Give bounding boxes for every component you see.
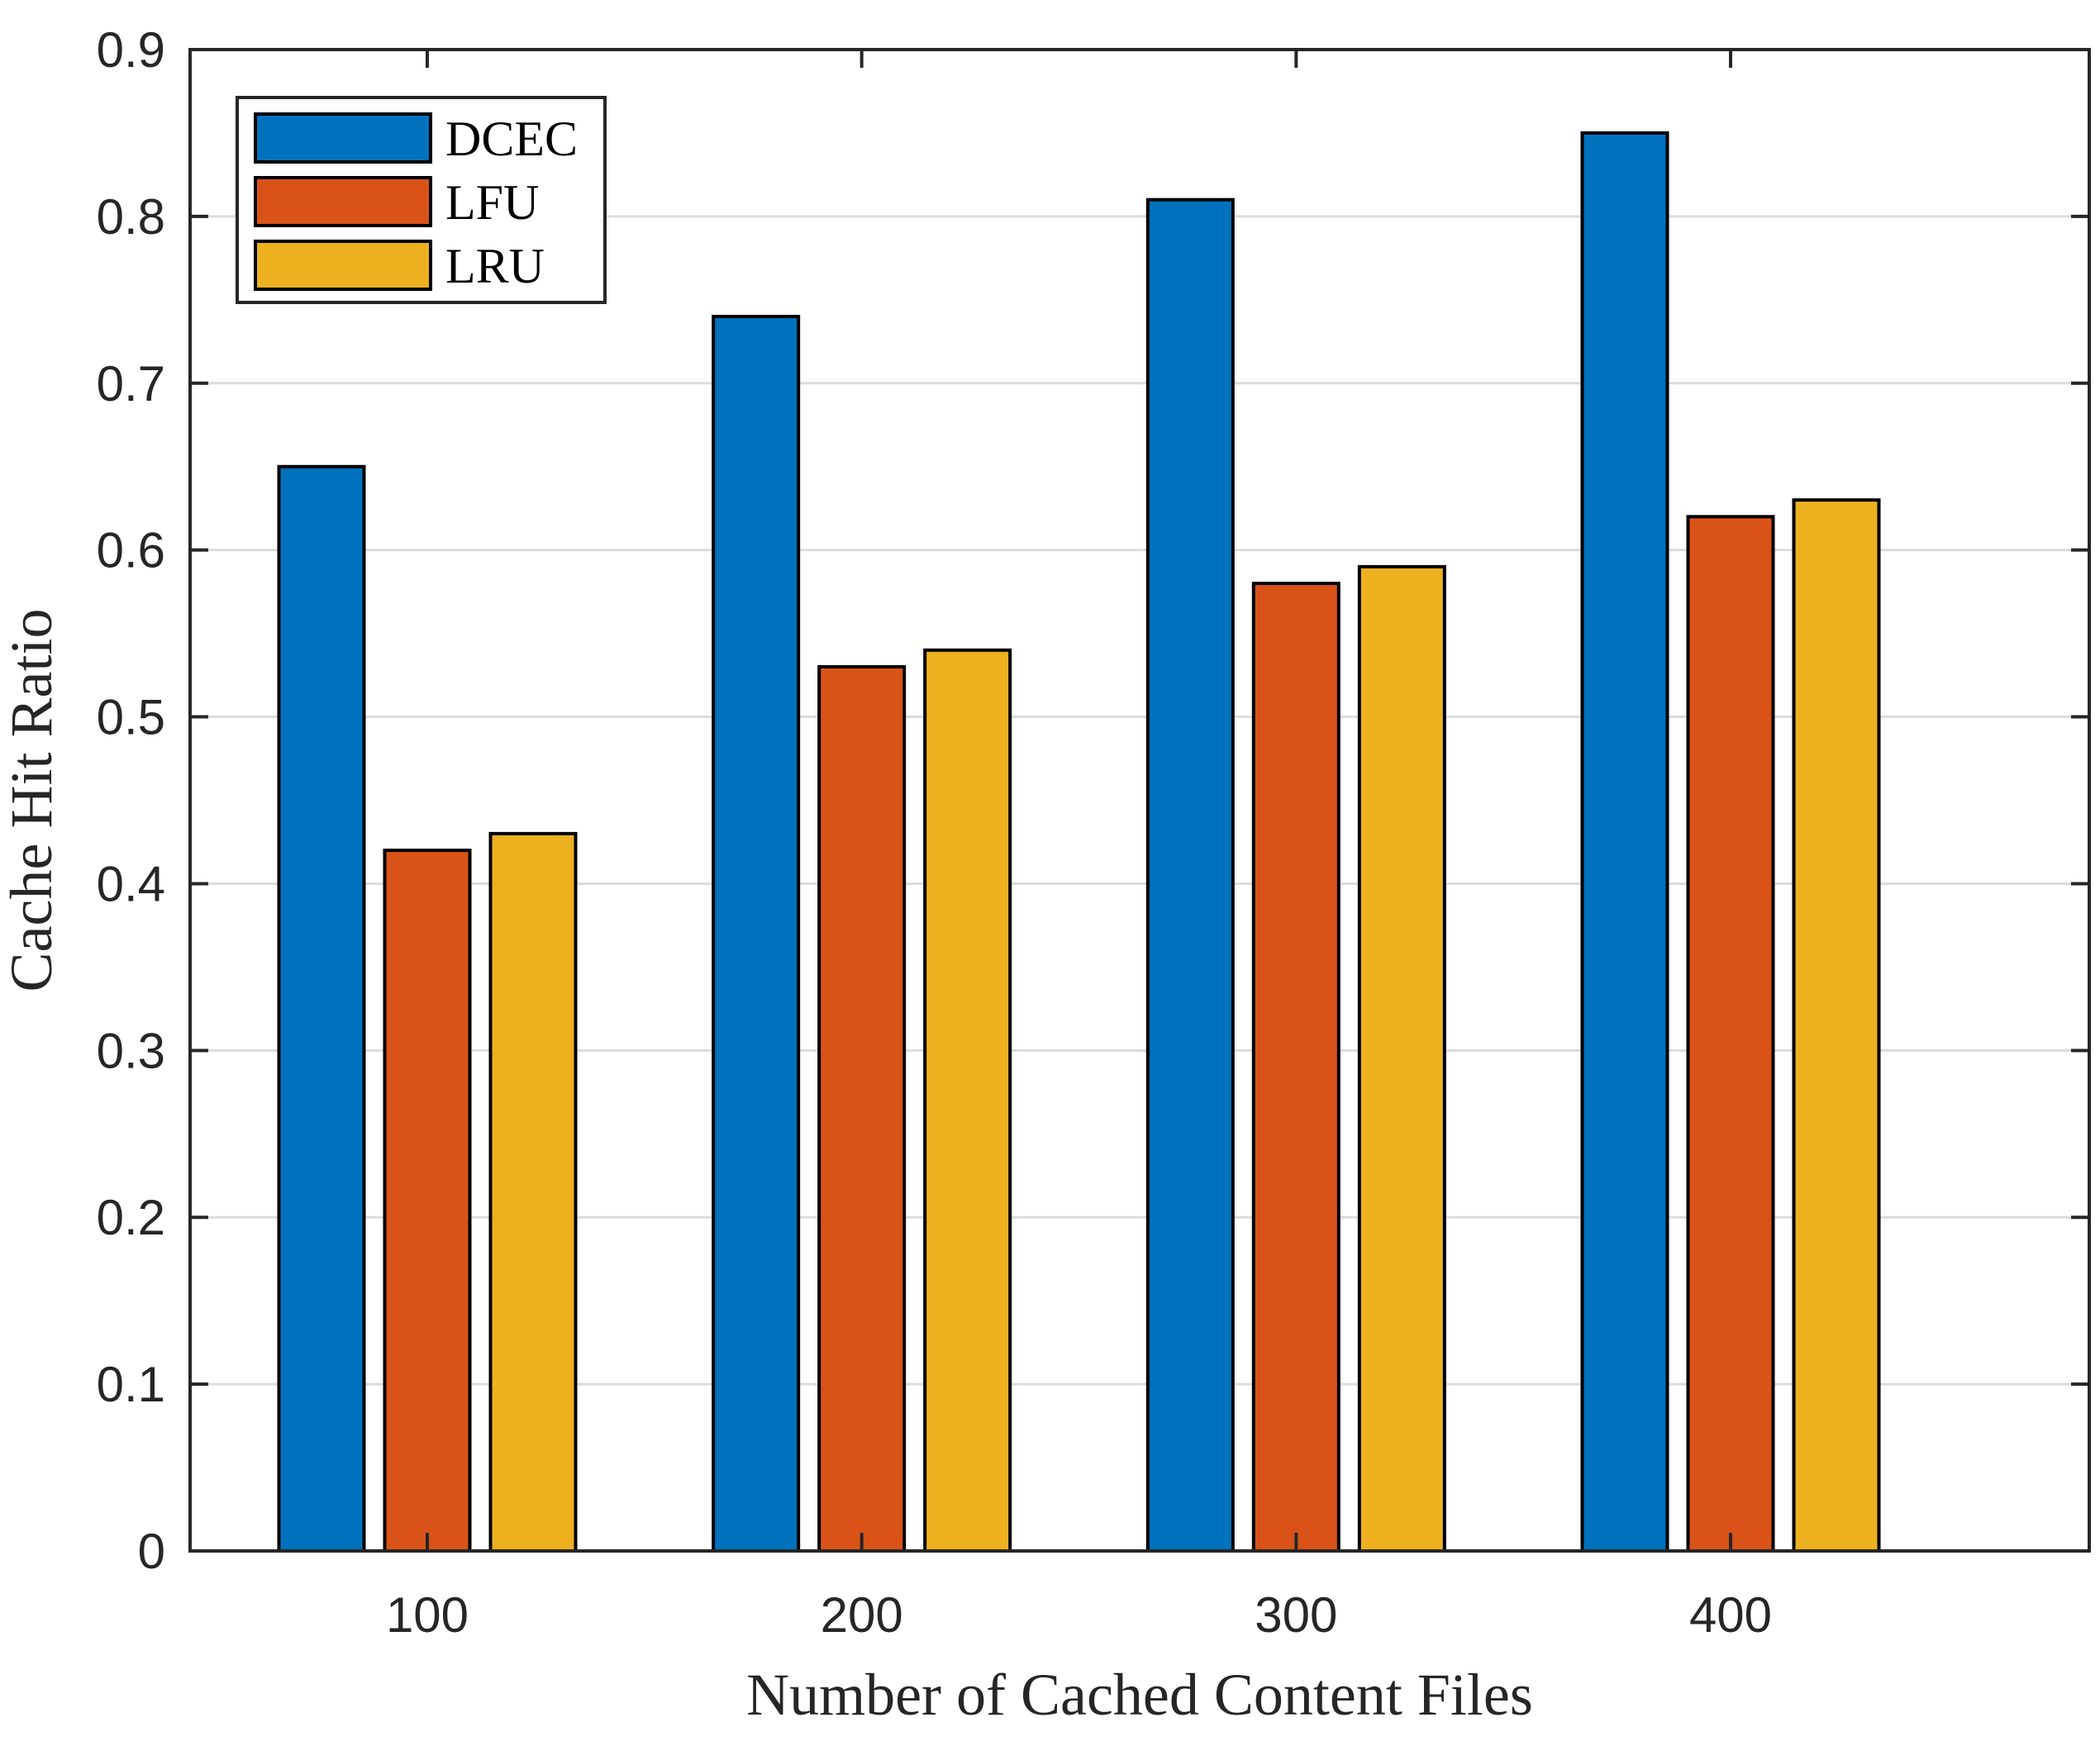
- y-tick-label-3: 0.3: [97, 1023, 165, 1078]
- x-tick-label-0: 100: [386, 1587, 469, 1643]
- x-tick-label-3: 400: [1689, 1587, 1772, 1643]
- legend-swatch-dcec: [254, 112, 432, 164]
- legend-label-lru: LRU: [445, 239, 545, 293]
- y-tick-label-8: 0.8: [97, 189, 165, 245]
- bar-dcec-300: [1145, 197, 1235, 1553]
- legend-swatch-lru: [254, 240, 432, 291]
- y-tick-label-1: 0.1: [97, 1357, 165, 1412]
- y-tick-label-5: 0.5: [97, 690, 165, 745]
- tick-labels: 0 0.1 0.2 0.3 0.4 0.5 0.6 0.7 0.8 0.9 100 200 300 400: [97, 22, 1772, 1643]
- bar-lru-300: [1357, 564, 1446, 1553]
- bar-lfu-200: [817, 664, 907, 1553]
- plot-frame: [188, 48, 2091, 1553]
- legend: DCEC LFU LRU: [236, 96, 607, 304]
- bar-dcec-200: [712, 315, 801, 1553]
- bars: [277, 131, 1881, 1553]
- y-tick-label-6: 0.6: [97, 523, 165, 578]
- bar-dcec-100: [277, 464, 366, 1553]
- y-tick-label-7: 0.7: [97, 356, 165, 411]
- y-tick-label-4: 0.4: [97, 856, 165, 911]
- bar-dcec-400: [1580, 131, 1669, 1553]
- bar-lru-400: [1792, 498, 1881, 1553]
- x-tick-label-2: 300: [1255, 1587, 1337, 1643]
- legend-label-lfu: LFU: [445, 175, 539, 230]
- legend-label-dcec: DCEC: [445, 112, 578, 166]
- y-tick-label-9: 0.9: [97, 22, 165, 78]
- x-axis-title: Number of Cached Content Files: [746, 1662, 1533, 1728]
- axes: [188, 48, 2091, 1553]
- x-tick-label-1: 200: [821, 1587, 903, 1643]
- legend-swatch-lfu: [254, 176, 432, 227]
- bar-lru-200: [923, 648, 1012, 1553]
- bar-lfu-100: [383, 849, 472, 1553]
- y-axis-title: Cache Hit Ratio: [0, 609, 64, 992]
- bar-lru-100: [488, 831, 578, 1553]
- bar-lfu-400: [1686, 515, 1775, 1553]
- bar-lfu-300: [1251, 582, 1340, 1553]
- y-tick-label-0: 0: [138, 1524, 165, 1579]
- y-tick-label-2: 0.2: [97, 1190, 165, 1245]
